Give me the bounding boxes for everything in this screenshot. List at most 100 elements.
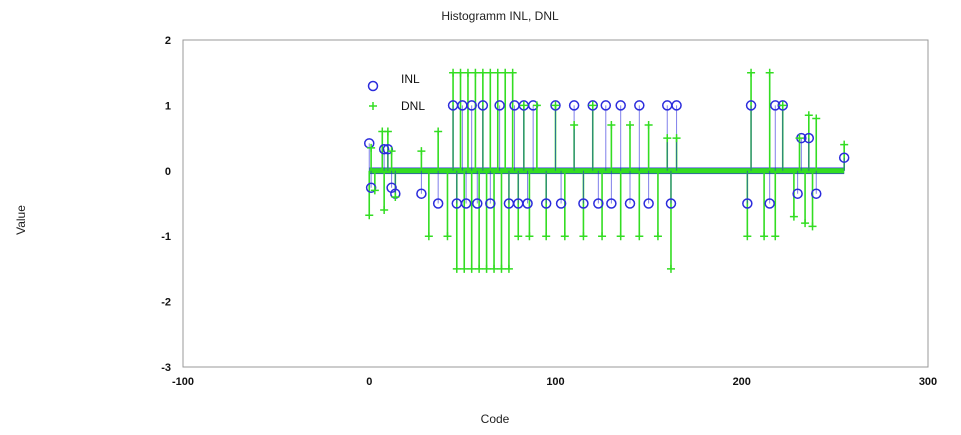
dnl-point — [460, 264, 469, 273]
inl-point — [460, 198, 472, 209]
dnl-point — [560, 232, 569, 241]
dnl-point — [367, 143, 376, 152]
inl-point — [615, 100, 626, 111]
x-tick-label: -100 — [172, 376, 194, 388]
y-tick-label: -3 — [161, 362, 171, 374]
inl-point — [477, 100, 489, 111]
dnl-point — [434, 127, 443, 136]
plot-area — [364, 68, 850, 273]
dnl-point — [467, 264, 476, 273]
x-tick-label: 100 — [546, 376, 564, 388]
inl-point — [522, 198, 533, 209]
dnl-baseline-band — [369, 168, 845, 174]
dnl-point — [417, 147, 426, 156]
dnl-point — [486, 68, 495, 77]
inl-point — [606, 198, 617, 209]
legend-dnl-marker — [369, 102, 377, 110]
inl-point — [432, 198, 444, 209]
inl-point — [578, 198, 589, 209]
dnl-point — [443, 232, 452, 241]
dnl-point — [519, 101, 528, 110]
y-tick-label: -2 — [161, 297, 171, 309]
dnl-point — [514, 232, 523, 241]
legend-dnl-label: DNL — [401, 99, 425, 113]
dnl-point — [804, 111, 813, 120]
inl-point — [811, 188, 822, 199]
inl-point — [764, 198, 775, 209]
dnl-point — [493, 68, 502, 77]
dnl-point — [626, 121, 634, 130]
inl-point — [485, 198, 496, 209]
dnl-point — [588, 101, 597, 110]
dnl-point — [795, 134, 804, 143]
dnl-point — [607, 121, 616, 130]
inl-point — [643, 198, 654, 209]
dnl-point — [482, 264, 491, 273]
inl-point — [665, 198, 677, 209]
dnl-point — [663, 134, 672, 143]
y-tick-label: 0 — [165, 166, 171, 178]
chart-title: Histogramm INL, DNL — [441, 9, 559, 23]
x-axis-label: Code — [481, 412, 510, 426]
dnl-point — [542, 232, 551, 241]
x-tick-label: 300 — [919, 376, 937, 388]
dnl-point — [771, 232, 780, 241]
inl-point — [466, 100, 477, 111]
dnl-point — [490, 264, 499, 273]
dnl-point — [579, 232, 588, 241]
inl-point — [745, 100, 757, 111]
inl-point — [624, 198, 636, 209]
inl-point — [671, 100, 682, 111]
dnl-point — [380, 206, 389, 215]
y-tick-label: 1 — [165, 100, 171, 112]
y-tick-label: -1 — [161, 231, 171, 243]
y-axis-label: Value — [14, 205, 28, 235]
inl-point — [600, 100, 612, 111]
dnl-point — [525, 232, 534, 241]
inl-point — [777, 100, 788, 111]
inl-point — [472, 198, 483, 209]
inl-point — [378, 143, 390, 155]
inl-point — [365, 182, 377, 194]
dnl-point — [504, 264, 513, 273]
dnl-point — [570, 121, 579, 130]
y-tick-label: 2 — [165, 35, 171, 47]
axes: -100 0 100 200 300 -3 -2 -1 0 1 2 — [161, 35, 937, 388]
dnl-point — [653, 232, 662, 241]
inl-point — [838, 152, 850, 163]
dnl-point — [424, 232, 433, 241]
dnl-point — [616, 232, 625, 241]
inl-point — [416, 188, 427, 199]
dnl-point — [672, 134, 681, 143]
inl-point — [550, 100, 561, 111]
dnl-point — [666, 264, 675, 273]
dnl-point — [532, 101, 541, 110]
dnl-point — [449, 68, 458, 77]
dnl-point — [765, 68, 774, 77]
dnl-point — [471, 68, 480, 77]
dnl-point — [501, 68, 510, 77]
legend-inl-label: INL — [401, 72, 420, 86]
inl-point — [587, 100, 598, 111]
dnl-point — [370, 186, 379, 195]
x-tick-label: 0 — [366, 376, 372, 388]
dnl-point — [551, 101, 560, 110]
dnl-point — [478, 68, 487, 77]
dnl-point — [508, 68, 517, 77]
dnl-point — [778, 101, 787, 110]
inl-point — [792, 188, 803, 199]
dnl-point — [452, 264, 461, 273]
dnl-point — [812, 114, 821, 123]
inl-point — [540, 198, 552, 209]
dnl-point — [497, 264, 506, 273]
inl-point — [568, 100, 580, 111]
dnl-point — [383, 127, 392, 136]
dnl-point — [387, 147, 396, 156]
legend: INL DNL — [367, 72, 425, 113]
x-tick-label: 200 — [733, 376, 751, 388]
inl-point — [555, 198, 567, 209]
dnl-point — [840, 140, 849, 149]
dnl-point — [747, 68, 756, 77]
